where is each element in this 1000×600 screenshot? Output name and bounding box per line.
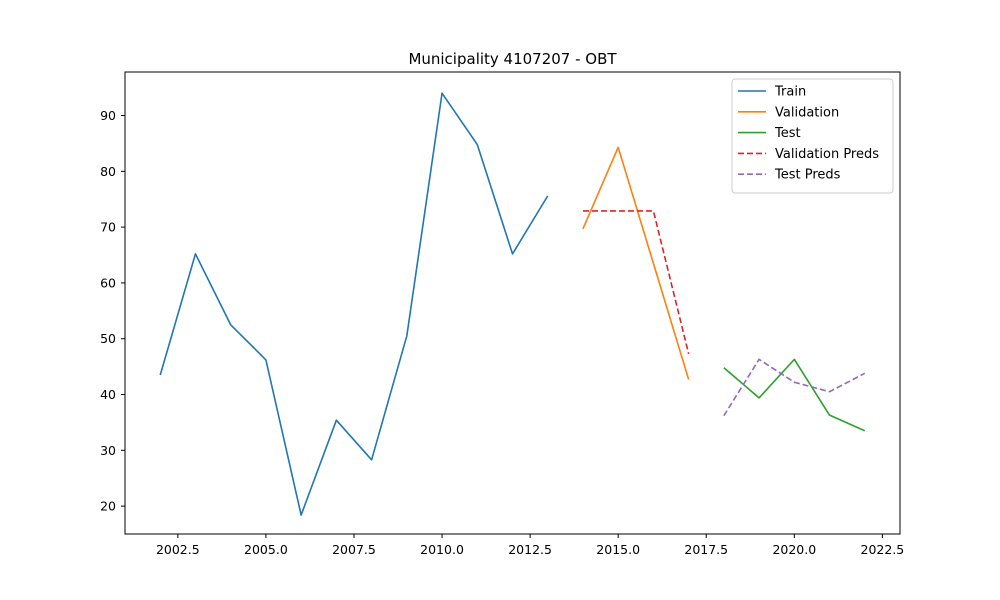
- x-tick-label: 2015.0: [596, 542, 640, 557]
- y-tick-label: 50: [100, 331, 116, 346]
- series-line-3: [582, 210, 690, 354]
- x-tick-label: 2002.5: [156, 542, 200, 557]
- x-tick-label: 2010.0: [420, 542, 464, 557]
- legend-box: [731, 78, 894, 194]
- y-tick-label: 90: [100, 108, 116, 123]
- y-tick-label: 70: [100, 220, 116, 235]
- plot-area: [159, 92, 866, 516]
- x-tick-label: 2007.5: [332, 542, 376, 557]
- y-tick-label: 40: [100, 387, 116, 402]
- series-line-1: [582, 146, 690, 380]
- legend: Train Validation Test Validation Preds Test …: [731, 78, 894, 194]
- y-tick-label: 20: [100, 499, 116, 514]
- chart-title: Municipality 4107207 - OBT: [408, 50, 617, 68]
- legend-label: Test: [774, 126, 801, 141]
- x-tick-label: 2017.5: [684, 542, 728, 557]
- series-line-0: [159, 92, 549, 516]
- plot-frame: [124, 71, 901, 535]
- y-tick-label: 80: [100, 164, 116, 179]
- series-line-4: [723, 358, 866, 417]
- axes: 2002.5 2005.0 2007.5 2010.0 2012.5 2015.0 2017…: [100, 108, 904, 557]
- legend-label: Test Preds: [774, 168, 841, 183]
- legend-label: Validation: [775, 105, 839, 120]
- series-line-2: [723, 358, 866, 432]
- y-tick-label: 60: [100, 275, 116, 290]
- x-tick-label: 2022.5: [861, 542, 905, 557]
- x-tick-label: 2020.0: [772, 542, 816, 557]
- legend-label: Validation Preds: [775, 147, 879, 162]
- x-tick-label: 2005.0: [244, 542, 288, 557]
- y-tick-label: 30: [100, 443, 116, 458]
- x-tick-label: 2012.5: [508, 542, 552, 557]
- legend-label: Train: [774, 85, 806, 100]
